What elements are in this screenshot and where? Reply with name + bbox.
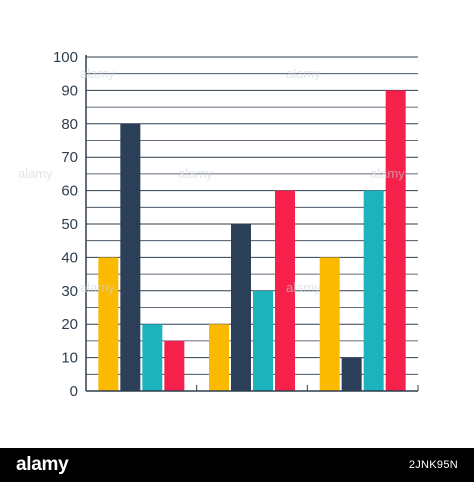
y-tick-label: 70: [61, 149, 78, 166]
watermark-text: alamy: [286, 66, 321, 81]
bar: [385, 90, 406, 392]
bars: [98, 90, 406, 392]
watermark-text: alamy: [178, 166, 213, 181]
gridlines: [86, 56, 418, 375]
bar: [363, 190, 384, 391]
bar-chart: 0 10 20 30 40 50 60 70 80 90 100 alamy alamy alamy al…: [18, 49, 419, 400]
watermark-text: alamy: [370, 166, 405, 181]
bar: [231, 224, 251, 391]
watermark-text: alamy: [18, 166, 53, 181]
y-tick-label: 50: [61, 216, 78, 233]
watermark-overlay: alamy alamy alamy alamy alamy alamy alamy: [18, 66, 405, 295]
y-tick-label: 10: [61, 350, 78, 367]
bar: [142, 324, 163, 391]
y-tick-label: 100: [53, 49, 78, 66]
bar: [98, 257, 119, 391]
bar: [319, 257, 340, 391]
y-tick-label: 30: [61, 283, 78, 300]
y-tick-label: 20: [61, 316, 78, 333]
footer-bar: alamy 2JNK95N: [0, 448, 474, 482]
bar: [341, 357, 362, 391]
y-tick-label: 0: [70, 383, 78, 400]
y-tick-label: 60: [61, 183, 78, 200]
bar: [164, 340, 185, 391]
axes: [85, 55, 419, 392]
image-code: 2JNK95N: [408, 459, 458, 471]
y-tick-label: 90: [61, 82, 78, 99]
bar: [120, 123, 141, 392]
watermark-text: alamy: [80, 66, 115, 81]
watermark-text: alamy: [286, 280, 321, 295]
y-tick-label: 80: [61, 116, 78, 133]
bar: [253, 290, 273, 391]
tick-labels: 0 10 20 30 40 50 60 70 80 90 100: [53, 49, 78, 400]
bar: [275, 190, 295, 391]
bar: [209, 324, 229, 391]
brand-logo: alamy: [16, 454, 69, 475]
y-tick-label: 40: [61, 249, 78, 266]
watermark-text: alamy: [80, 280, 115, 295]
